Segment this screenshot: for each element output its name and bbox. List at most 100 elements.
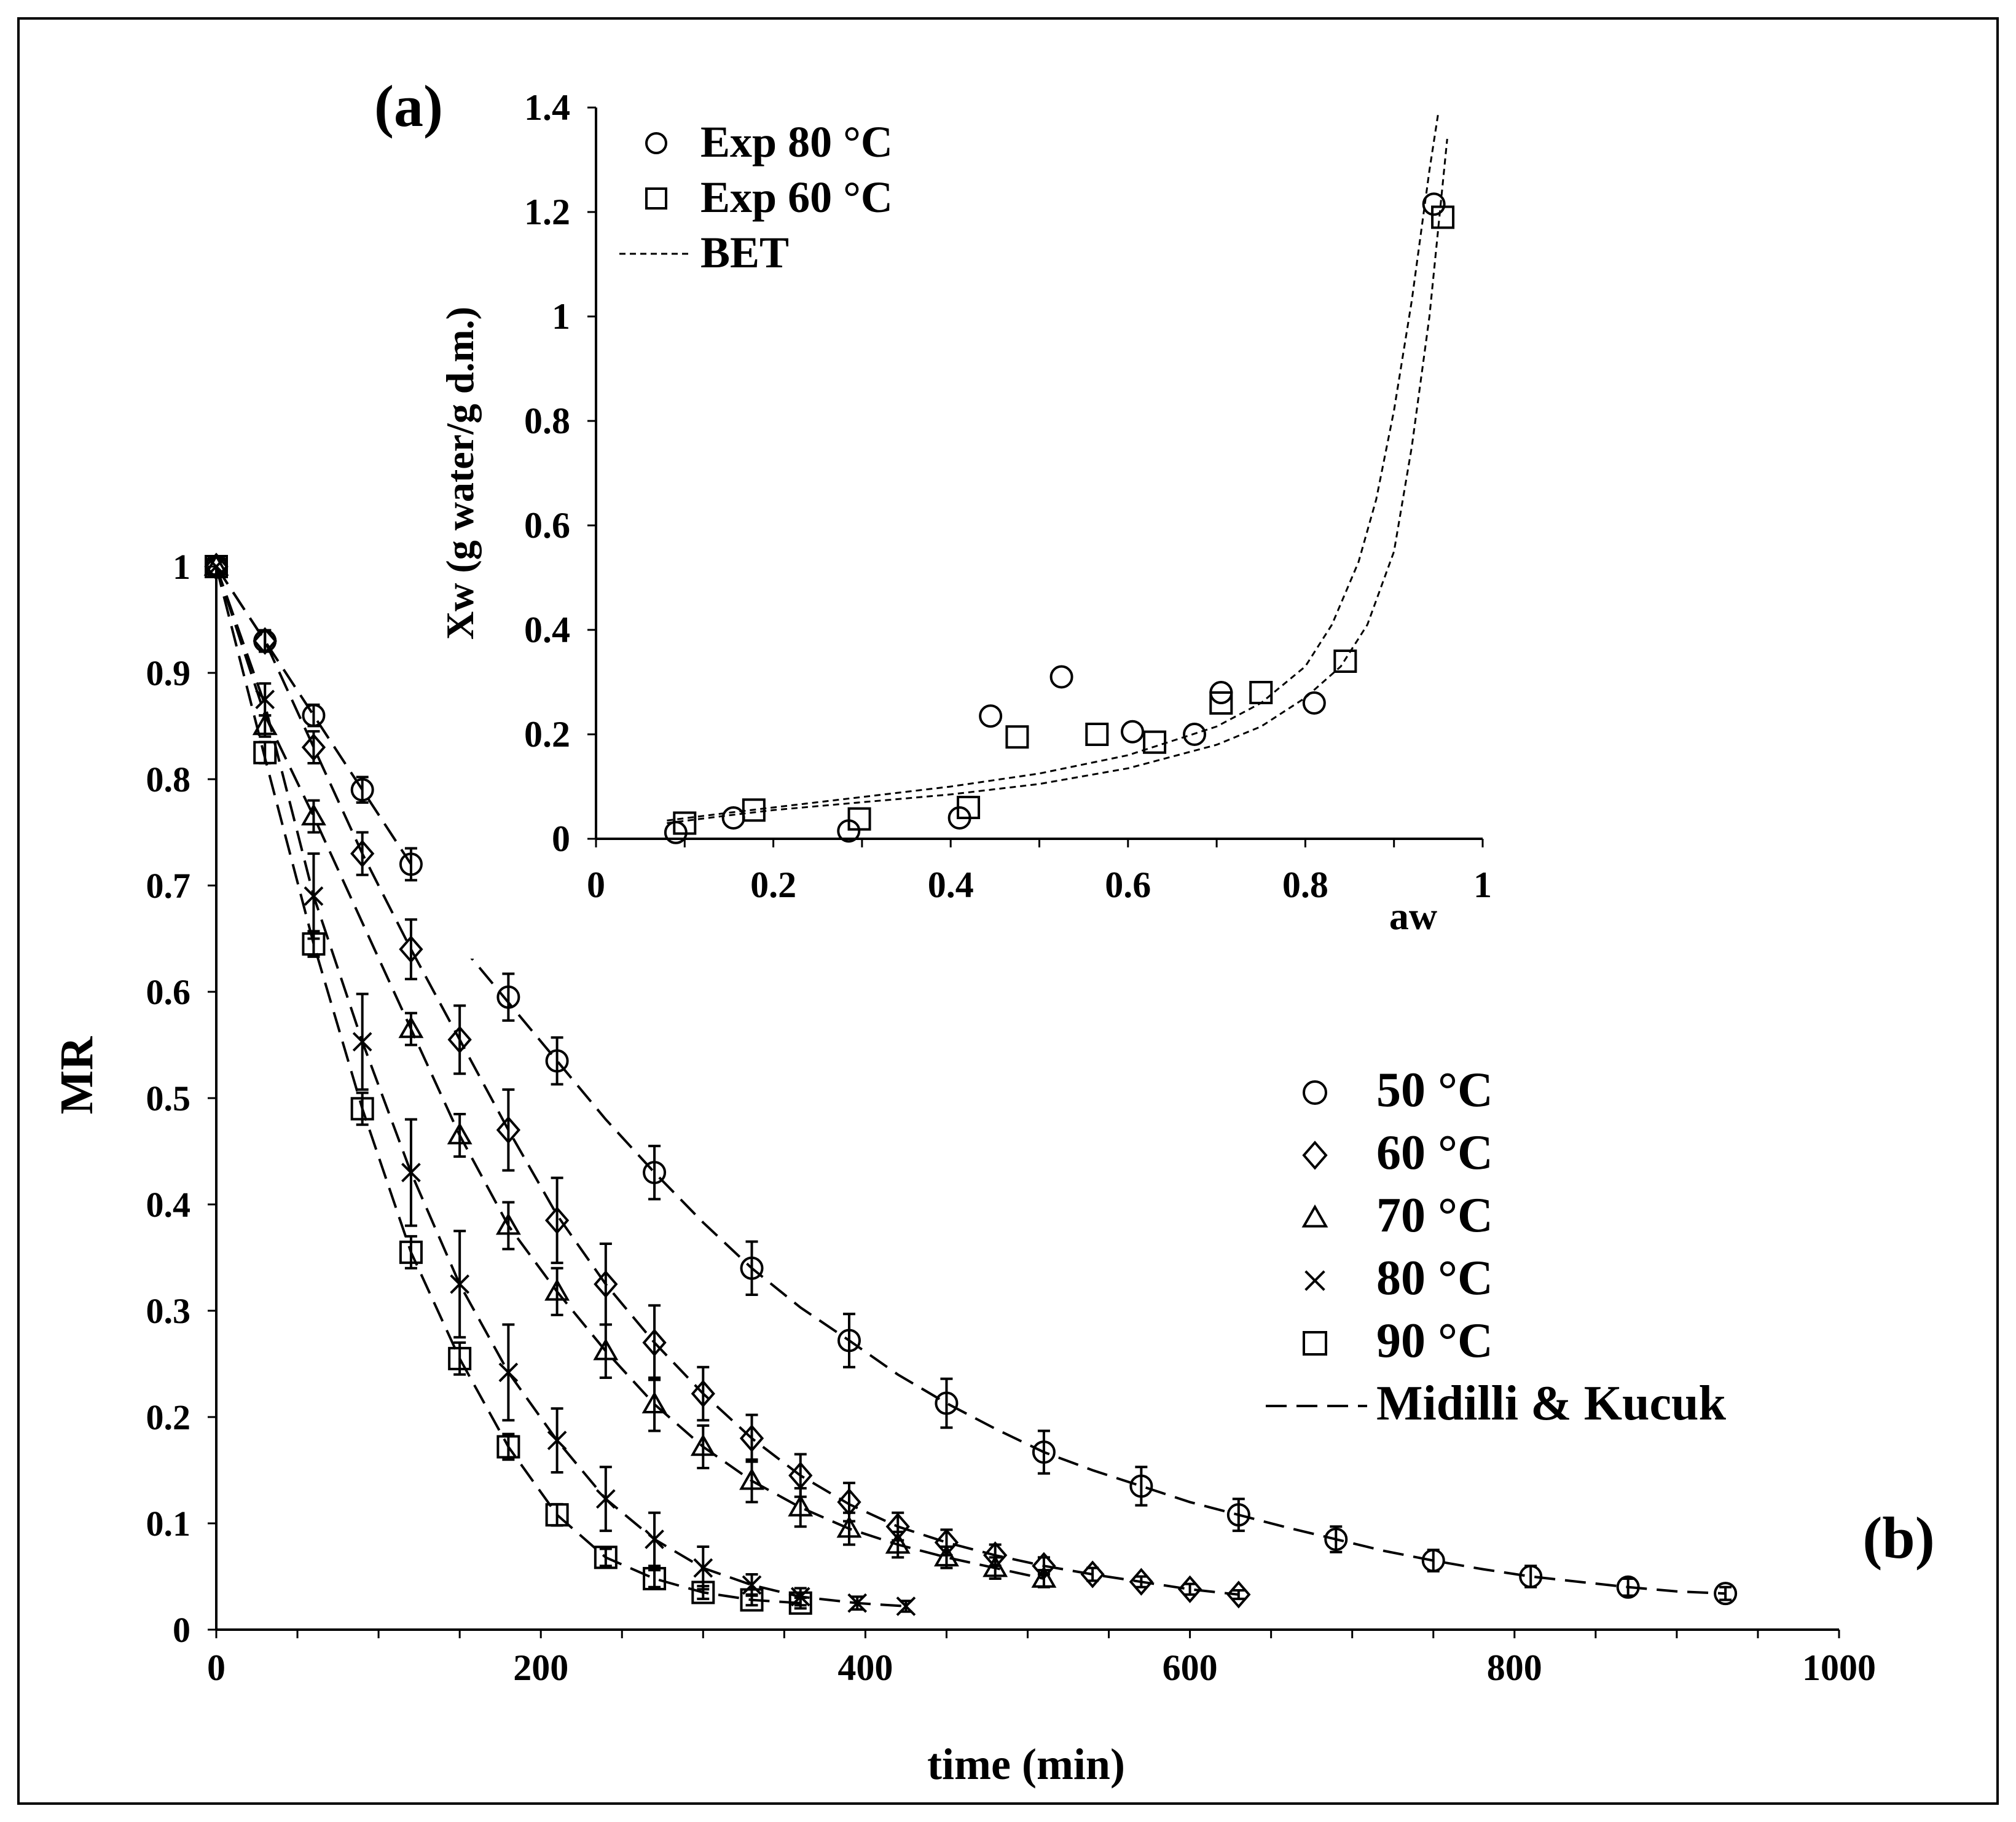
b-error-bar [842, 1313, 855, 1368]
a-x-tick-label: 0 [587, 865, 605, 905]
b-point [836, 1515, 862, 1538]
b-point [643, 1566, 667, 1590]
b-error-bar [502, 1201, 515, 1251]
b-legend-label: 60 °C [1376, 1126, 1493, 1180]
b-error-bar [1330, 1525, 1343, 1553]
b-error-bar [356, 831, 369, 876]
b-point [885, 1512, 910, 1541]
b-error-bars [259, 629, 1732, 1613]
a-point [1302, 691, 1326, 715]
b-point [740, 1256, 764, 1280]
b-error-bar [502, 1432, 515, 1461]
a-point [742, 798, 766, 822]
a-point [1209, 691, 1233, 715]
a-legend-marker [645, 187, 667, 210]
b-point [643, 1161, 667, 1185]
a-point [1431, 205, 1455, 229]
b-legend-label: 70 °C [1376, 1188, 1493, 1243]
b-point [739, 1467, 764, 1490]
a-x-tick-label: 0.4 [928, 865, 974, 905]
b-point [896, 1596, 916, 1616]
b-legend-marker [1303, 1080, 1327, 1105]
b-error-bar [1135, 1575, 1148, 1588]
b-point [545, 1503, 569, 1527]
a-point [1422, 192, 1446, 216]
a-y-tick-label: 0.8 [524, 401, 570, 441]
b-point [399, 935, 423, 964]
b-error-bar [648, 1304, 661, 1381]
b-legend: 50 °C 60 °C 70 °C 80 °C 90 °C Midilli & Kucuk [1266, 1063, 1726, 1431]
b-point [399, 852, 423, 876]
b-point [594, 1270, 618, 1298]
b-error-bar [745, 1413, 758, 1463]
b-fit-line [215, 565, 1239, 1596]
b-point [788, 1494, 814, 1517]
b-point [1080, 1560, 1105, 1588]
b-point [1031, 1565, 1057, 1588]
a-x-tick-label: 0.6 [1105, 865, 1151, 905]
a-y-tick-label: 1 [552, 296, 570, 337]
b-point [1129, 1568, 1154, 1596]
b-point [495, 1212, 521, 1235]
b-y-tick-label: 0.8 [146, 760, 191, 799]
b-point [544, 1278, 570, 1301]
b-point [255, 689, 275, 710]
b-point [1226, 1503, 1250, 1527]
b-point [788, 1461, 813, 1490]
b-x-tick-label: 200 [513, 1647, 568, 1688]
a-point [1049, 665, 1073, 689]
b-point [544, 1206, 570, 1235]
b-point [739, 1424, 764, 1453]
b-legend-label: 50 °C [1376, 1063, 1493, 1117]
b-error-bar [1232, 1588, 1245, 1600]
b-point [595, 1489, 616, 1509]
a-y-tick-label: 1.4 [524, 87, 570, 128]
b-legend-marker [1303, 1331, 1327, 1356]
a-point [1143, 730, 1167, 754]
b-point [350, 1097, 374, 1121]
b-point [983, 1555, 1008, 1577]
b-x-tick-label: 0 [207, 1647, 226, 1688]
b-error-bar [502, 1088, 515, 1172]
a-panel-label: (a) [374, 73, 443, 139]
b-error-bar [599, 1243, 612, 1326]
b-error-bar [940, 1377, 953, 1429]
b-point [693, 1558, 713, 1578]
b-error-bar [1183, 1582, 1196, 1596]
b-point [847, 1593, 868, 1613]
b-error-bar [697, 1585, 710, 1600]
b-x-tick-label: 600 [1163, 1647, 1218, 1688]
b-fit-line [215, 565, 412, 865]
b-point [790, 1587, 810, 1607]
b-point [301, 803, 326, 826]
b-point [450, 1274, 470, 1294]
b-point [1714, 1582, 1738, 1606]
b-y-tick-label: 0.3 [146, 1291, 191, 1331]
a-bet-line [667, 138, 1448, 824]
a-legend: Exp 80 °C Exp 60 °C BET [619, 117, 893, 277]
b-panel-label: (b) [1862, 1505, 1934, 1571]
a-legend-label: BET [700, 228, 789, 277]
a-point [1183, 723, 1207, 746]
b-y-tick-label: 0.9 [146, 653, 191, 693]
b-point [885, 1531, 911, 1554]
b-point [252, 713, 278, 736]
b-error-bar [453, 1112, 466, 1158]
a-axes: 0 0.2 0.4 0.6 0.8 1 0 0.2 0.4 0.6 0.8 1 1.2 1.4 [524, 87, 1492, 905]
b-y-tick-label: 0.7 [146, 866, 191, 906]
b-point [547, 1431, 567, 1450]
b-error-bar [599, 1547, 612, 1568]
b-legend-marker [1302, 1141, 1328, 1170]
b-point [837, 1329, 861, 1353]
b-error-bar [697, 1424, 710, 1470]
a-point [847, 807, 871, 831]
b-error-bar [794, 1486, 807, 1528]
b-error-bar [551, 1266, 563, 1316]
a-legend-label: Exp 80 °C [700, 117, 893, 167]
b-point [788, 1591, 812, 1615]
b-error-bar [1719, 1585, 1732, 1601]
panel-b-drying-curves: 0 200 400 600 800 1000 0 0.1 0.2 0.3 0.4 0.5 0.6 0.7 0… [51, 547, 1935, 1789]
a-point [673, 811, 697, 835]
b-point [594, 1545, 618, 1569]
b-point [740, 1588, 764, 1612]
